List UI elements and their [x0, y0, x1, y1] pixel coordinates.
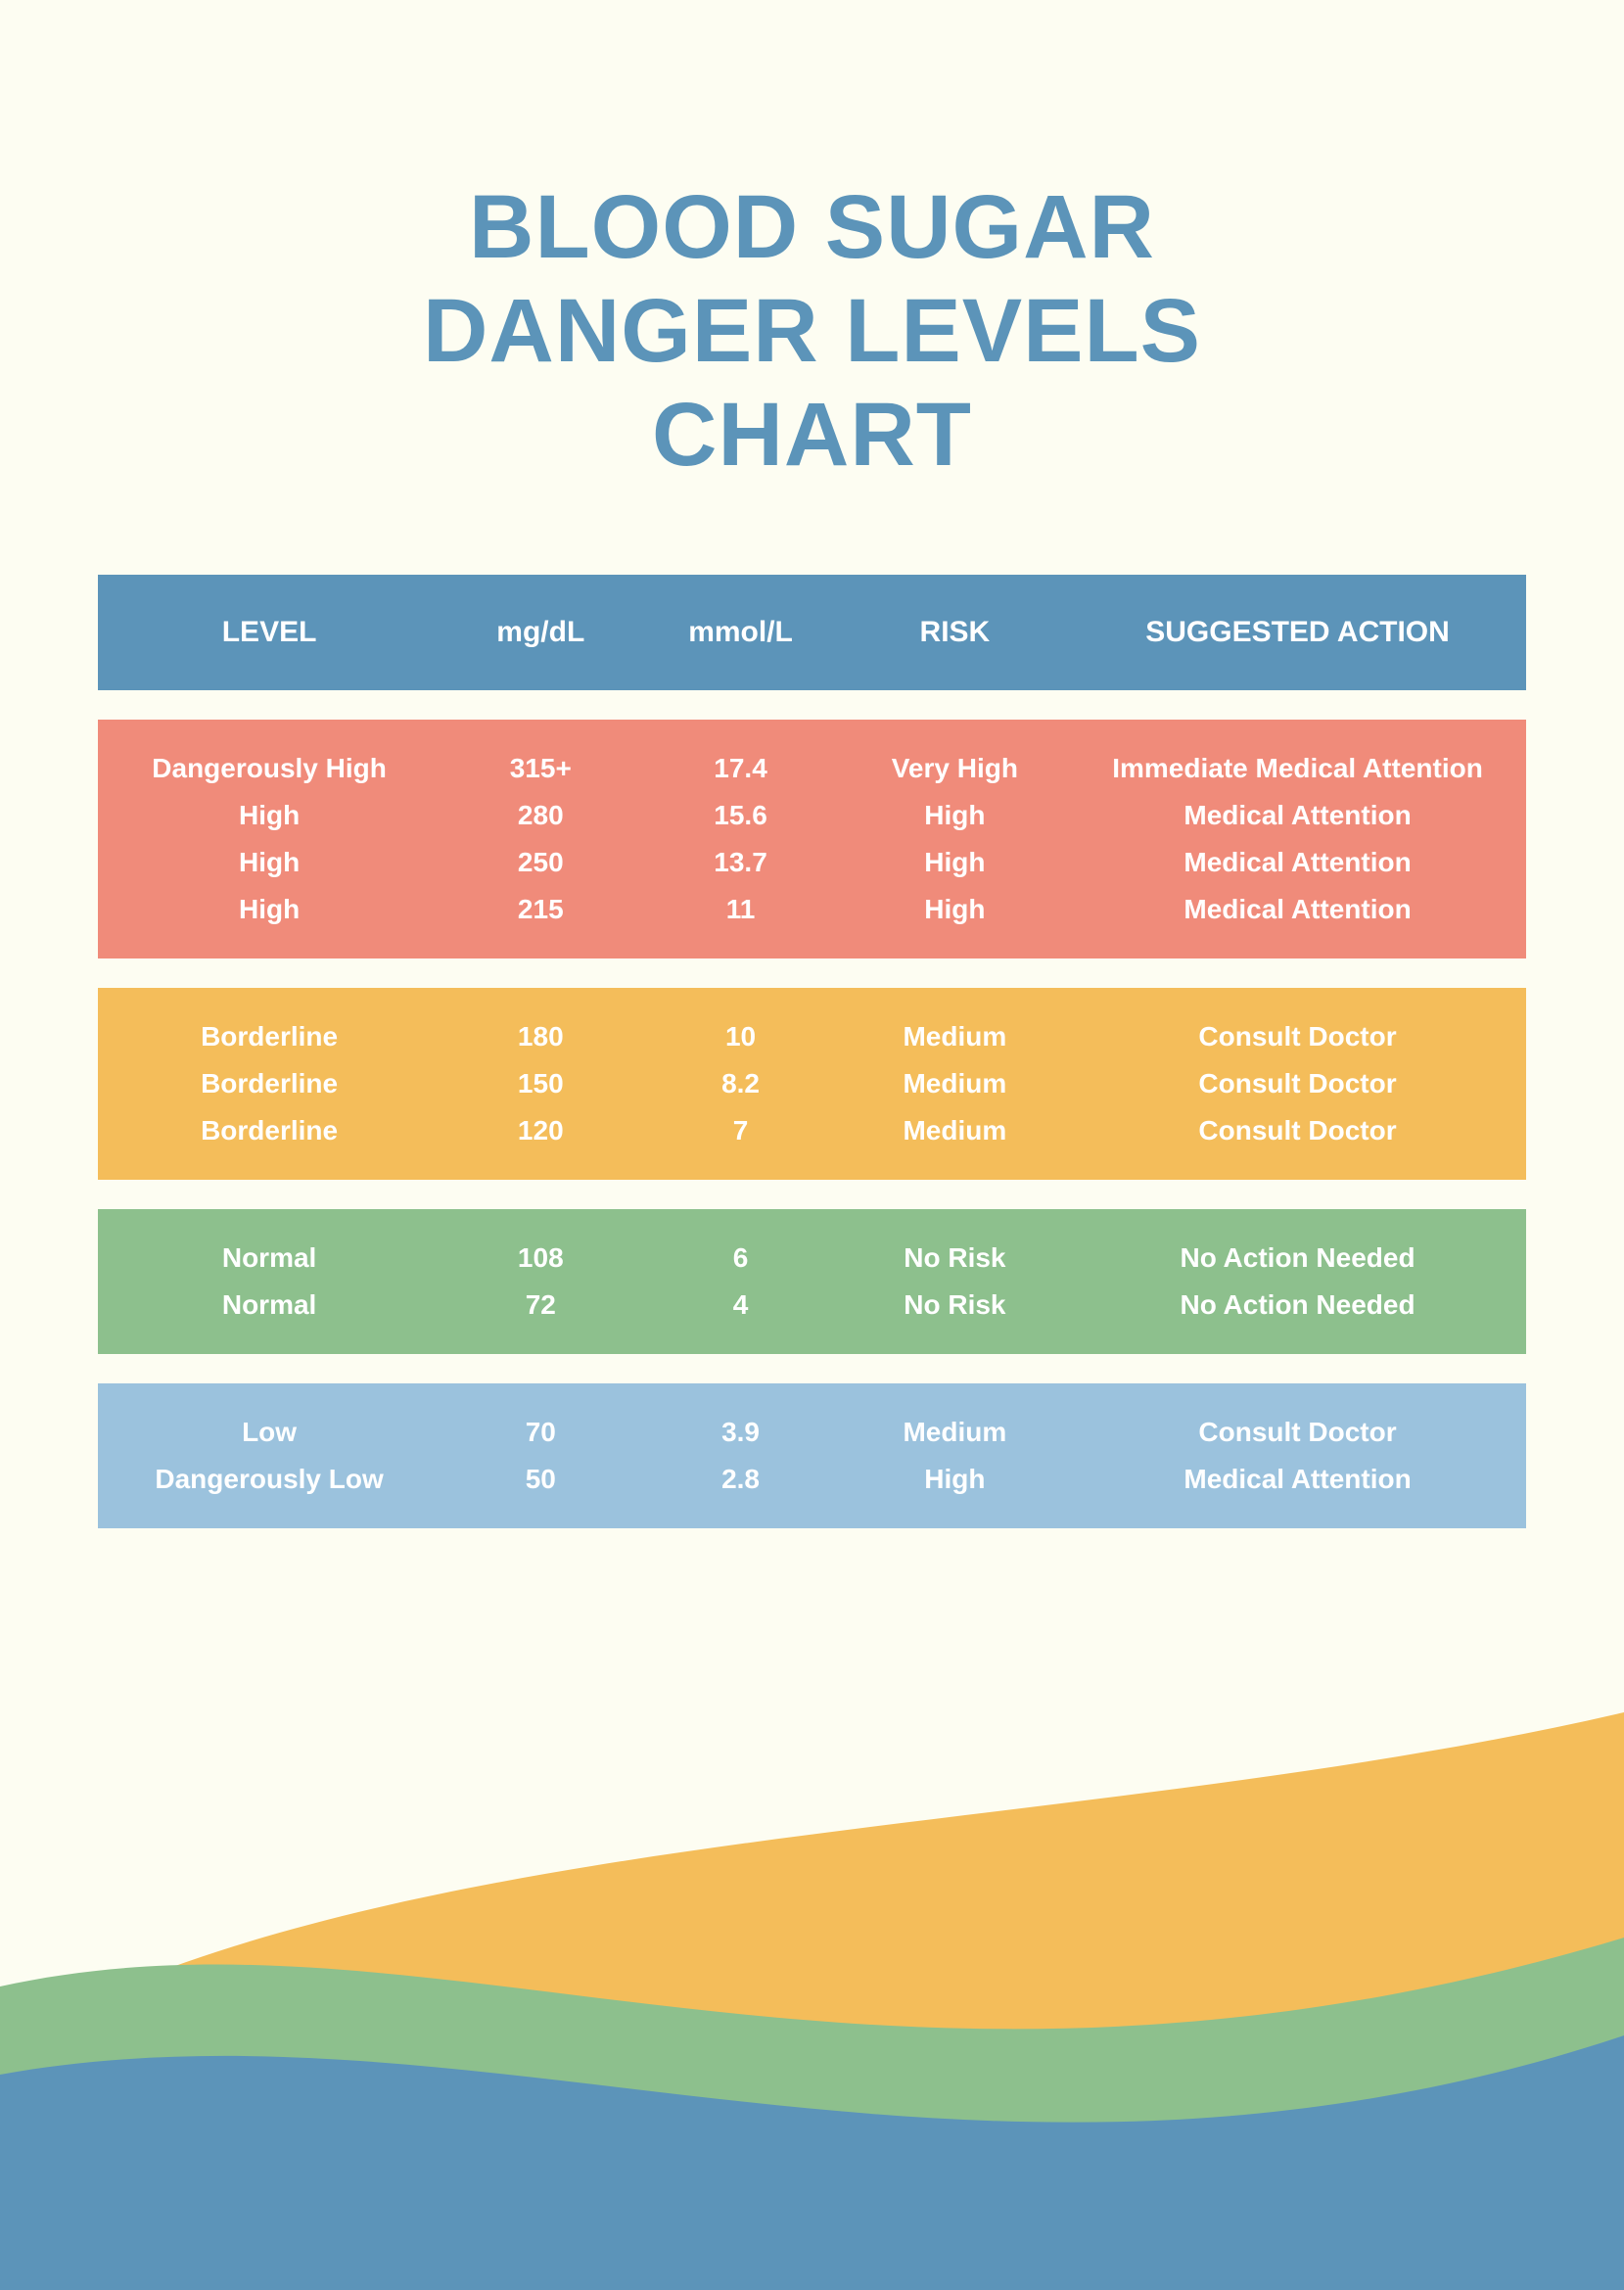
table-cell: High	[98, 800, 441, 831]
table-group: Borderline18010MediumConsult DoctorBorde…	[98, 988, 1526, 1180]
table-row: Normal724No RiskNo Action Needed	[98, 1282, 1526, 1329]
table-cell: High	[98, 847, 441, 878]
content-area: BLOOD SUGAR DANGER LEVELS CHART LEVEL mg…	[0, 0, 1624, 1528]
table-cell: 4	[640, 1289, 840, 1321]
table-cell: 72	[441, 1289, 640, 1321]
table-cell: Normal	[98, 1242, 441, 1274]
table-cell: 108	[441, 1242, 640, 1274]
table-cell: Dangerously Low	[98, 1464, 441, 1495]
table-cell: Consult Doctor	[1069, 1115, 1526, 1146]
table-cell: 17.4	[640, 753, 840, 784]
table-cell: 15.6	[640, 800, 840, 831]
table-cell: High	[841, 847, 1069, 878]
page-title: BLOOD SUGAR DANGER LEVELS CHART	[98, 176, 1526, 487]
table-cell: No Risk	[841, 1242, 1069, 1274]
table-row: Borderline1508.2MediumConsult Doctor	[98, 1060, 1526, 1107]
table-cell: High	[841, 894, 1069, 925]
table-row: Borderline1207MediumConsult Doctor	[98, 1107, 1526, 1154]
table-cell: 280	[441, 800, 640, 831]
page: BLOOD SUGAR DANGER LEVELS CHART LEVEL mg…	[0, 0, 1624, 2290]
table-cell: High	[841, 1464, 1069, 1495]
table-cell: 7	[640, 1115, 840, 1146]
table-cell: No Action Needed	[1069, 1242, 1526, 1274]
table-row: Normal1086No RiskNo Action Needed	[98, 1235, 1526, 1282]
table-cell: Very High	[841, 753, 1069, 784]
table-cell: 2.8	[640, 1464, 840, 1495]
table-cell: 70	[441, 1417, 640, 1448]
table-row: Dangerously High315+17.4Very HighImmedia…	[98, 745, 1526, 792]
table-cell: Medical Attention	[1069, 847, 1526, 878]
title-line-1: BLOOD SUGAR	[469, 177, 1155, 277]
title-line-2: DANGER LEVELS	[423, 281, 1201, 381]
table-row: High21511HighMedical Attention	[98, 886, 1526, 933]
table-cell: Immediate Medical Attention	[1069, 753, 1526, 784]
table-cell: Dangerously High	[98, 753, 441, 784]
table-row: High28015.6HighMedical Attention	[98, 792, 1526, 839]
table-cell: 13.7	[640, 847, 840, 878]
col-header-risk: RISK	[841, 616, 1069, 649]
table-group: Normal1086No RiskNo Action NeededNormal7…	[98, 1209, 1526, 1354]
col-header-mgdl: mg/dL	[441, 616, 640, 649]
table-group: Dangerously High315+17.4Very HighImmedia…	[98, 720, 1526, 958]
table-cell: 120	[441, 1115, 640, 1146]
table-cell: 215	[441, 894, 640, 925]
table-cell: High	[841, 800, 1069, 831]
table-cell: Normal	[98, 1289, 441, 1321]
table-cell: Medium	[841, 1021, 1069, 1052]
table-cell: 3.9	[640, 1417, 840, 1448]
table-body: Dangerously High315+17.4Very HighImmedia…	[98, 720, 1526, 1528]
table-row: Borderline18010MediumConsult Doctor	[98, 1013, 1526, 1060]
table-cell: 50	[441, 1464, 640, 1495]
table-cell: No Risk	[841, 1289, 1069, 1321]
table-cell: Medium	[841, 1115, 1069, 1146]
table-cell: Medical Attention	[1069, 800, 1526, 831]
title-line-3: CHART	[652, 385, 972, 485]
table-cell: Medical Attention	[1069, 894, 1526, 925]
table-row: Dangerously Low502.8HighMedical Attentio…	[98, 1456, 1526, 1503]
table-cell: 8.2	[640, 1068, 840, 1099]
table-cell: High	[98, 894, 441, 925]
table-row: High25013.7HighMedical Attention	[98, 839, 1526, 886]
table-cell: Consult Doctor	[1069, 1068, 1526, 1099]
table-row: Low703.9MediumConsult Doctor	[98, 1409, 1526, 1456]
table-cell: Medium	[841, 1068, 1069, 1099]
table-cell: Borderline	[98, 1021, 441, 1052]
levels-table: LEVEL mg/dL mmol/L RISK SUGGESTED ACTION…	[98, 575, 1526, 1528]
table-cell: 10	[640, 1021, 840, 1052]
table-cell: Medical Attention	[1069, 1464, 1526, 1495]
table-cell: Medium	[841, 1417, 1069, 1448]
table-cell: 315+	[441, 753, 640, 784]
col-header-action: SUGGESTED ACTION	[1069, 616, 1526, 649]
table-cell: 180	[441, 1021, 640, 1052]
footer-waves	[0, 1703, 1624, 2290]
table-cell: 250	[441, 847, 640, 878]
col-header-mmoll: mmol/L	[640, 616, 840, 649]
table-cell: 150	[441, 1068, 640, 1099]
table-cell: 6	[640, 1242, 840, 1274]
table-cell: Consult Doctor	[1069, 1417, 1526, 1448]
table-cell: Borderline	[98, 1115, 441, 1146]
table-cell: Consult Doctor	[1069, 1021, 1526, 1052]
table-header: LEVEL mg/dL mmol/L RISK SUGGESTED ACTION	[98, 575, 1526, 690]
table-cell: Low	[98, 1417, 441, 1448]
table-cell: Borderline	[98, 1068, 441, 1099]
table-cell: 11	[640, 894, 840, 925]
table-cell: No Action Needed	[1069, 1289, 1526, 1321]
table-group: Low703.9MediumConsult DoctorDangerously …	[98, 1383, 1526, 1528]
col-header-level: LEVEL	[98, 616, 441, 649]
